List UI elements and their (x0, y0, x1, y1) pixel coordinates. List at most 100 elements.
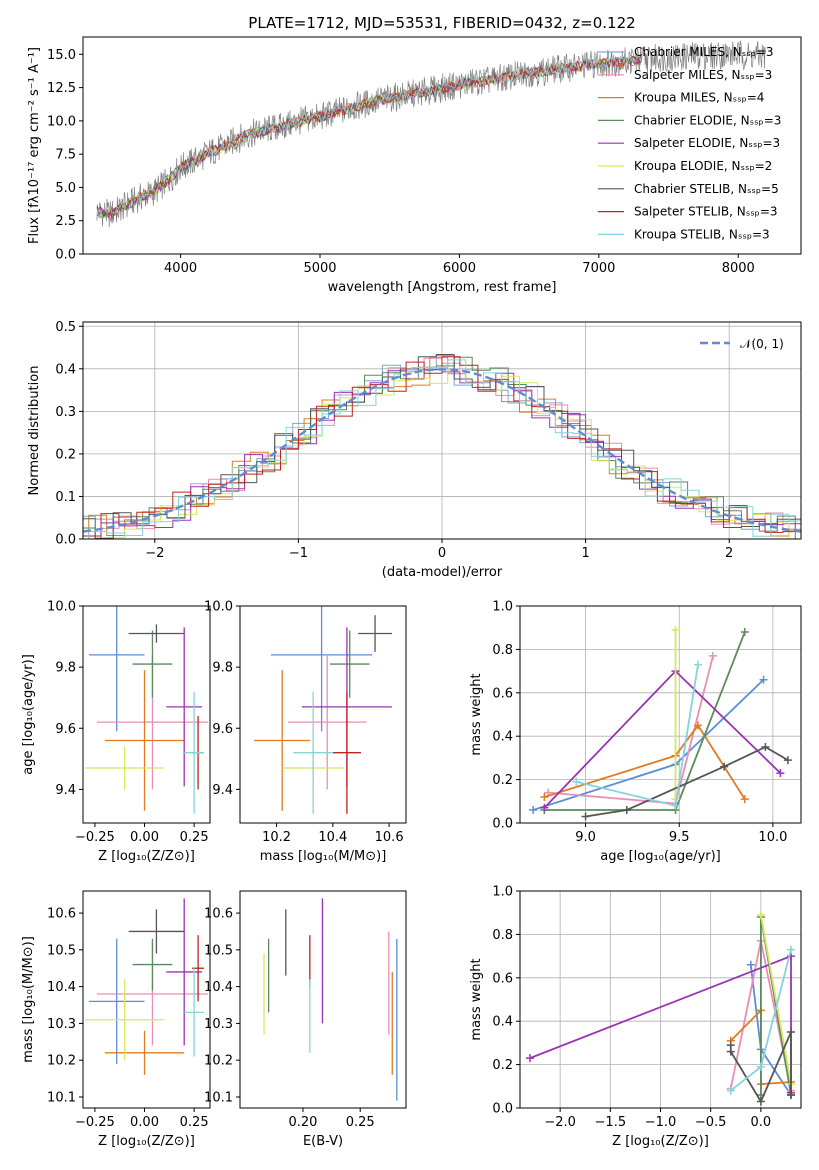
y-tick-label: 9.6 (212, 722, 233, 737)
y-tick-label: 9.4 (55, 783, 76, 798)
x-tick-label: 0.25 (180, 1115, 209, 1130)
axes-frame (82, 36, 802, 255)
y-tick-label: 9.6 (55, 722, 76, 737)
x-tick-label: 7000 (582, 261, 615, 276)
y-tick-label: 0.8 (492, 928, 513, 943)
x-tick-label: 0.25 (346, 1115, 375, 1130)
x-tick-label: −2.0 (544, 1115, 576, 1130)
data-point-marker (761, 743, 770, 752)
x-axis-label: age [log₁₀(age/yr)] (600, 849, 721, 864)
legend: 𝒩(0, 1) (700, 337, 784, 351)
x-tick-label: 4000 (164, 261, 197, 276)
data-point-marker (693, 721, 702, 730)
y-tick-label: 0.0 (55, 533, 76, 548)
error-bar-point (84, 979, 165, 1061)
data-point-marker (671, 801, 680, 810)
x-tick-label: 10.2 (262, 830, 291, 845)
x-tick-label: 1 (581, 546, 589, 561)
x-tick-label: 10.0 (758, 830, 787, 845)
x-tick-label: 0.00 (130, 830, 159, 845)
x-axis-label: (data-model)/error (382, 565, 503, 580)
axes-frame (82, 890, 211, 1109)
x-tick-label: −0.5 (695, 1115, 727, 1130)
error-bar-point (132, 938, 173, 991)
y-tick-label: 0.4 (55, 362, 76, 377)
axes-frame (519, 605, 802, 824)
error-bar-point (84, 746, 165, 790)
model-spectrum-line (96, 55, 642, 220)
y-tick-label: 0.3 (55, 405, 76, 420)
error-bar-point (128, 909, 185, 954)
y-tick-label: 10.0 (204, 600, 233, 615)
data-point-marker (746, 960, 755, 969)
x-tick-label: 9.5 (669, 830, 690, 845)
y-tick-label: 10.1 (47, 1090, 76, 1105)
error-bar-point (293, 691, 333, 814)
error-bar-point (104, 670, 185, 811)
data-point-marker (726, 1047, 735, 1056)
y-tick-label: 15.0 (47, 48, 76, 63)
y-tick-label: 0.5 (55, 320, 76, 335)
data-point-marker (693, 660, 702, 669)
y-tick-label: 0.0 (492, 1102, 513, 1117)
error-bar-point (88, 938, 145, 1064)
error-bar-point (128, 624, 185, 643)
legend-label: Kroupa MILES, Nₛₛₚ=4 (634, 91, 764, 105)
y-tick-label: 0.4 (492, 730, 513, 745)
plot-area (254, 606, 392, 814)
model-spectrum-line (96, 54, 642, 219)
plot-area (96, 40, 767, 228)
age-vs-mass-panel: 10.2 10.4 10.6 9.4 9.6 9.8 10.0 mass [log₁₀(M/M… (204, 600, 407, 864)
y-tick-label: 10.3 (204, 1017, 233, 1032)
y-tick-label: 0.2 (492, 1058, 513, 1073)
y-tick-label: 0.4 (492, 1015, 513, 1030)
y-axis-label: Flux [fλ10⁻¹⁷ erg cm⁻² s⁻¹ A⁻¹] (27, 47, 42, 244)
data-point-marker (529, 805, 538, 814)
y-tick-label: 9.8 (55, 661, 76, 676)
data-point-marker (783, 756, 792, 765)
y-tick-label: 10.2 (204, 1054, 233, 1069)
y-tick-label: 10.2 (47, 1054, 76, 1069)
x-tick-label: 0.00 (130, 1115, 159, 1130)
error-bar-point (88, 606, 145, 732)
error-bar-point (254, 670, 311, 811)
error-bar-point (358, 615, 392, 652)
x-tick-label: −0.25 (75, 830, 115, 845)
plot-area (263, 898, 398, 1101)
plot-area (84, 898, 209, 1075)
data-point-marker (786, 1090, 795, 1099)
y-tick-label: 1.0 (492, 600, 513, 615)
chart-title: PLATE=1712, MJD=53531, FIBERID=0432, z=0… (248, 14, 635, 32)
mass-weight-series (572, 660, 702, 810)
y-tick-label: 9.8 (212, 661, 233, 676)
mass-weight-vs-metallicity-panel: −2.0 −1.5 −1.0 −0.5 0.0 0.0 0.2 0.4 0.6 0.8 1.0 Z [… (469, 885, 802, 1149)
y-tick-label: 0.2 (55, 447, 76, 462)
x-tick-label: −2 (145, 546, 164, 561)
model-spectrum-line (96, 54, 642, 221)
x-tick-label: −1.0 (645, 1115, 677, 1130)
y-tick-label: 2.5 (55, 214, 76, 229)
x-axis-label: wavelength [Angstrom, rest frame] (328, 280, 557, 295)
mass-weight-series (726, 1028, 795, 1106)
model-spectrum-line (96, 54, 642, 218)
residual-histogram (83, 356, 801, 539)
legend-label: Kroupa ELODIE, Nₛₛₚ=2 (634, 159, 772, 173)
y-axis-label: mass weight (469, 673, 484, 755)
y-axis-label: age [log₁₀(age/yr)] (21, 654, 36, 775)
data-point-marker (526, 1054, 535, 1063)
model-spectrum-line (96, 55, 642, 219)
mass-weight-series (671, 625, 680, 804)
error-bar-point (132, 630, 173, 698)
error-bar-point (332, 691, 361, 814)
mass-vs-ebv-panel: 0.20 0.25 10.1 10.2 10.3 10.4 10.5 10.6 E(B-V) (204, 890, 407, 1149)
data-point-marker (726, 1086, 735, 1095)
x-tick-label: 6000 (443, 261, 476, 276)
y-tick-label: 10.0 (47, 114, 76, 129)
data-point-marker (671, 625, 680, 634)
legend-label: 𝒩(0, 1) (740, 337, 784, 351)
x-tick-label: −1 (289, 546, 308, 561)
residual-histogram (83, 356, 801, 539)
y-tick-label: 0.0 (492, 817, 513, 832)
y-tick-label: 0.1 (55, 490, 76, 505)
y-tick-label: 7.5 (55, 148, 76, 163)
